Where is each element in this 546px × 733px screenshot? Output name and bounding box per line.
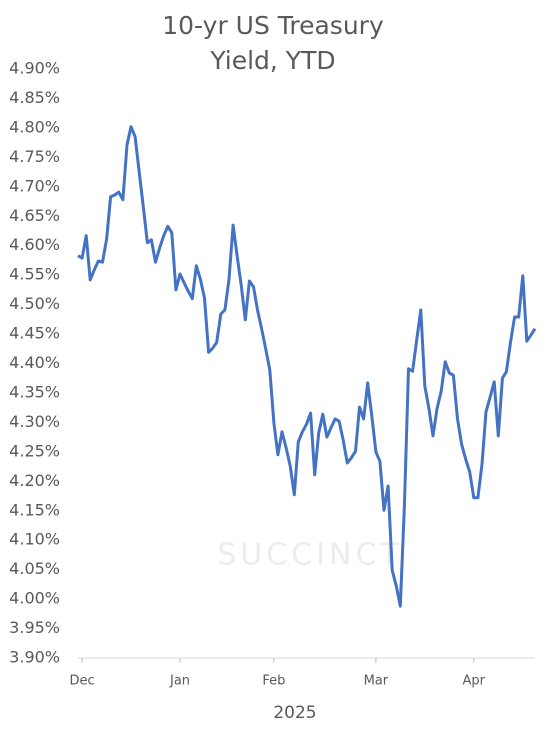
y-tick-label: 3.90% xyxy=(9,648,60,667)
y-tick-label: 4.05% xyxy=(9,559,60,578)
y-tick-label: 4.80% xyxy=(9,117,60,136)
y-tick-label: 4.50% xyxy=(9,294,60,313)
y-tick-label: 4.45% xyxy=(9,324,60,343)
y-tick-label: 4.65% xyxy=(9,206,60,225)
x-tick-label: Mar xyxy=(364,674,389,689)
y-tick-label: 4.10% xyxy=(9,530,60,549)
y-tick-label: 4.55% xyxy=(9,265,60,284)
watermark: SUCCINCT xyxy=(217,538,402,573)
y-tick-label: 4.70% xyxy=(9,176,60,195)
y-tick-label: 4.90% xyxy=(9,59,60,78)
y-tick-label: 4.30% xyxy=(9,412,60,431)
line-series xyxy=(77,125,537,608)
y-tick-label: 4.00% xyxy=(9,589,60,608)
y-tick-label: 4.15% xyxy=(9,500,60,519)
y-tick-label: 3.95% xyxy=(9,618,60,637)
x-tick-label: Feb xyxy=(262,674,285,689)
y-tick-label: 4.40% xyxy=(9,353,60,372)
y-tick-label: 4.60% xyxy=(9,235,60,254)
y-tick-label: 4.25% xyxy=(9,441,60,460)
x-tick-label: Jan xyxy=(169,674,190,689)
x-tick-label: Apr xyxy=(463,674,486,689)
y-tick-label: 4.85% xyxy=(9,88,60,107)
y-tick-label: 4.35% xyxy=(9,382,60,401)
y-tick-label: 4.75% xyxy=(9,147,60,166)
x-tick-label: Dec xyxy=(70,674,95,689)
x-axis-label: 2025 xyxy=(273,703,316,723)
y-tick-label: 4.20% xyxy=(9,471,60,490)
chart-title: 10-yr US Treasury Yield, YTD xyxy=(162,11,384,75)
